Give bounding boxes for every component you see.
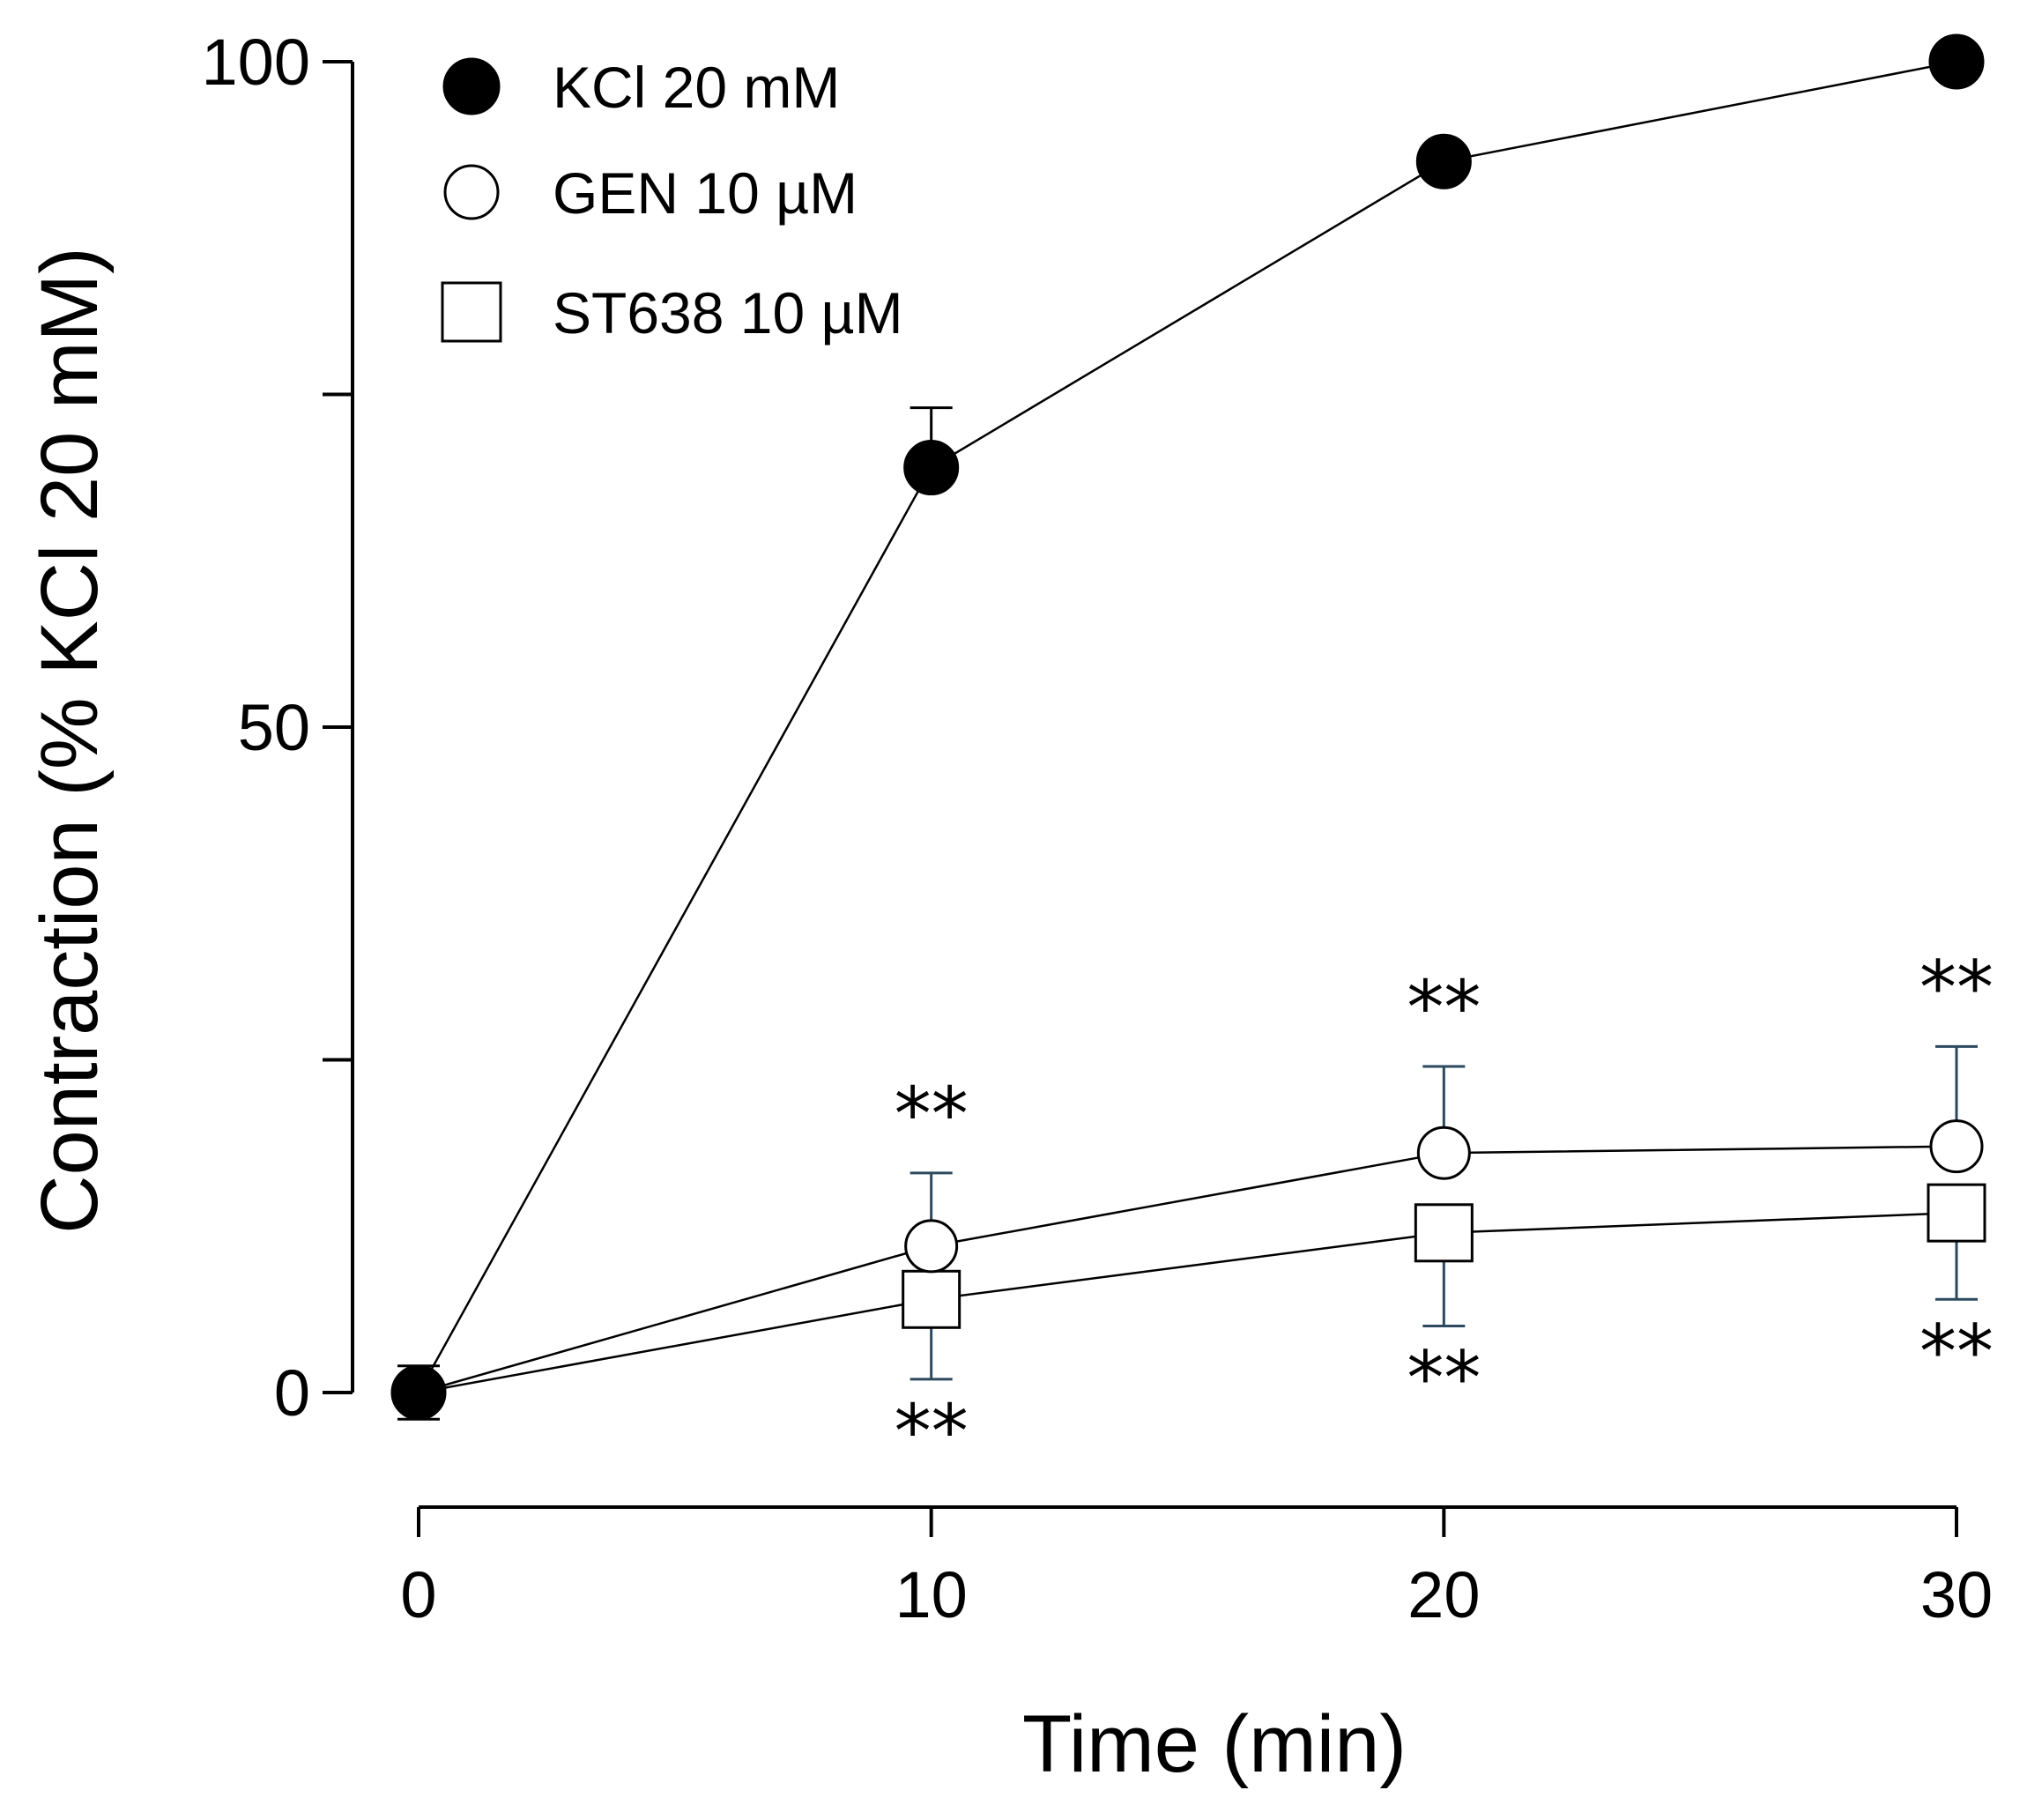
data-point-1-3 [1929, 1119, 1984, 1174]
data-point-0-1 [903, 440, 960, 496]
x-axis-title: Time (min) [1022, 1699, 1407, 1789]
x-tick-label: 0 [400, 1558, 436, 1631]
data-point-2-2 [1414, 1203, 1474, 1263]
legend-marker-2 [441, 281, 502, 343]
legend-label-0: KCl 20 mM [553, 55, 840, 120]
data-point-0-0 [390, 1364, 447, 1421]
significance-label: ** [895, 1071, 969, 1157]
legend-label-1: GEN 10 µM [553, 160, 858, 226]
y-axis-title: Contraction (% KCl 20 mM) [25, 247, 115, 1234]
legend-marker-0 [442, 57, 501, 115]
data-points [390, 33, 1986, 1421]
legend-marker-1 [443, 164, 500, 220]
y-tick-label: 50 [238, 691, 310, 764]
significance-annotations: ** ** ** ** ** ** [895, 944, 1994, 1475]
axes: 0 50 100 0 10 20 30 [202, 26, 1994, 1631]
error-bars [397, 406, 1978, 1421]
significance-label: ** [1919, 944, 1994, 1030]
legend: KCl 20 mM GEN 10 µM ST638 10 µM [441, 55, 903, 345]
significance-label: ** [1919, 1308, 1994, 1394]
data-point-0-2 [1415, 133, 1472, 189]
data-point-0-3 [1928, 33, 1985, 90]
data-point-2-1 [902, 1269, 962, 1329]
significance-label: ** [1407, 964, 1481, 1051]
legend-label-2: ST638 10 µM [553, 280, 903, 345]
series-line-0 [417, 60, 1957, 1393]
y-tick-label: 100 [202, 26, 310, 99]
data-point-2-3 [1927, 1183, 1986, 1243]
series-line-1 [418, 1145, 1957, 1394]
series-line-2 [418, 1211, 1957, 1394]
y-tick-label: 0 [274, 1356, 310, 1430]
x-tick-label: 10 [895, 1558, 968, 1631]
series-lines [417, 60, 1957, 1394]
significance-label: ** [1407, 1335, 1481, 1422]
significance-label: ** [895, 1388, 969, 1475]
data-point-1-2 [1416, 1125, 1471, 1180]
data-point-1-1 [904, 1219, 959, 1274]
x-tick-label: 20 [1407, 1558, 1480, 1631]
x-tick-label: 30 [1920, 1558, 1993, 1631]
